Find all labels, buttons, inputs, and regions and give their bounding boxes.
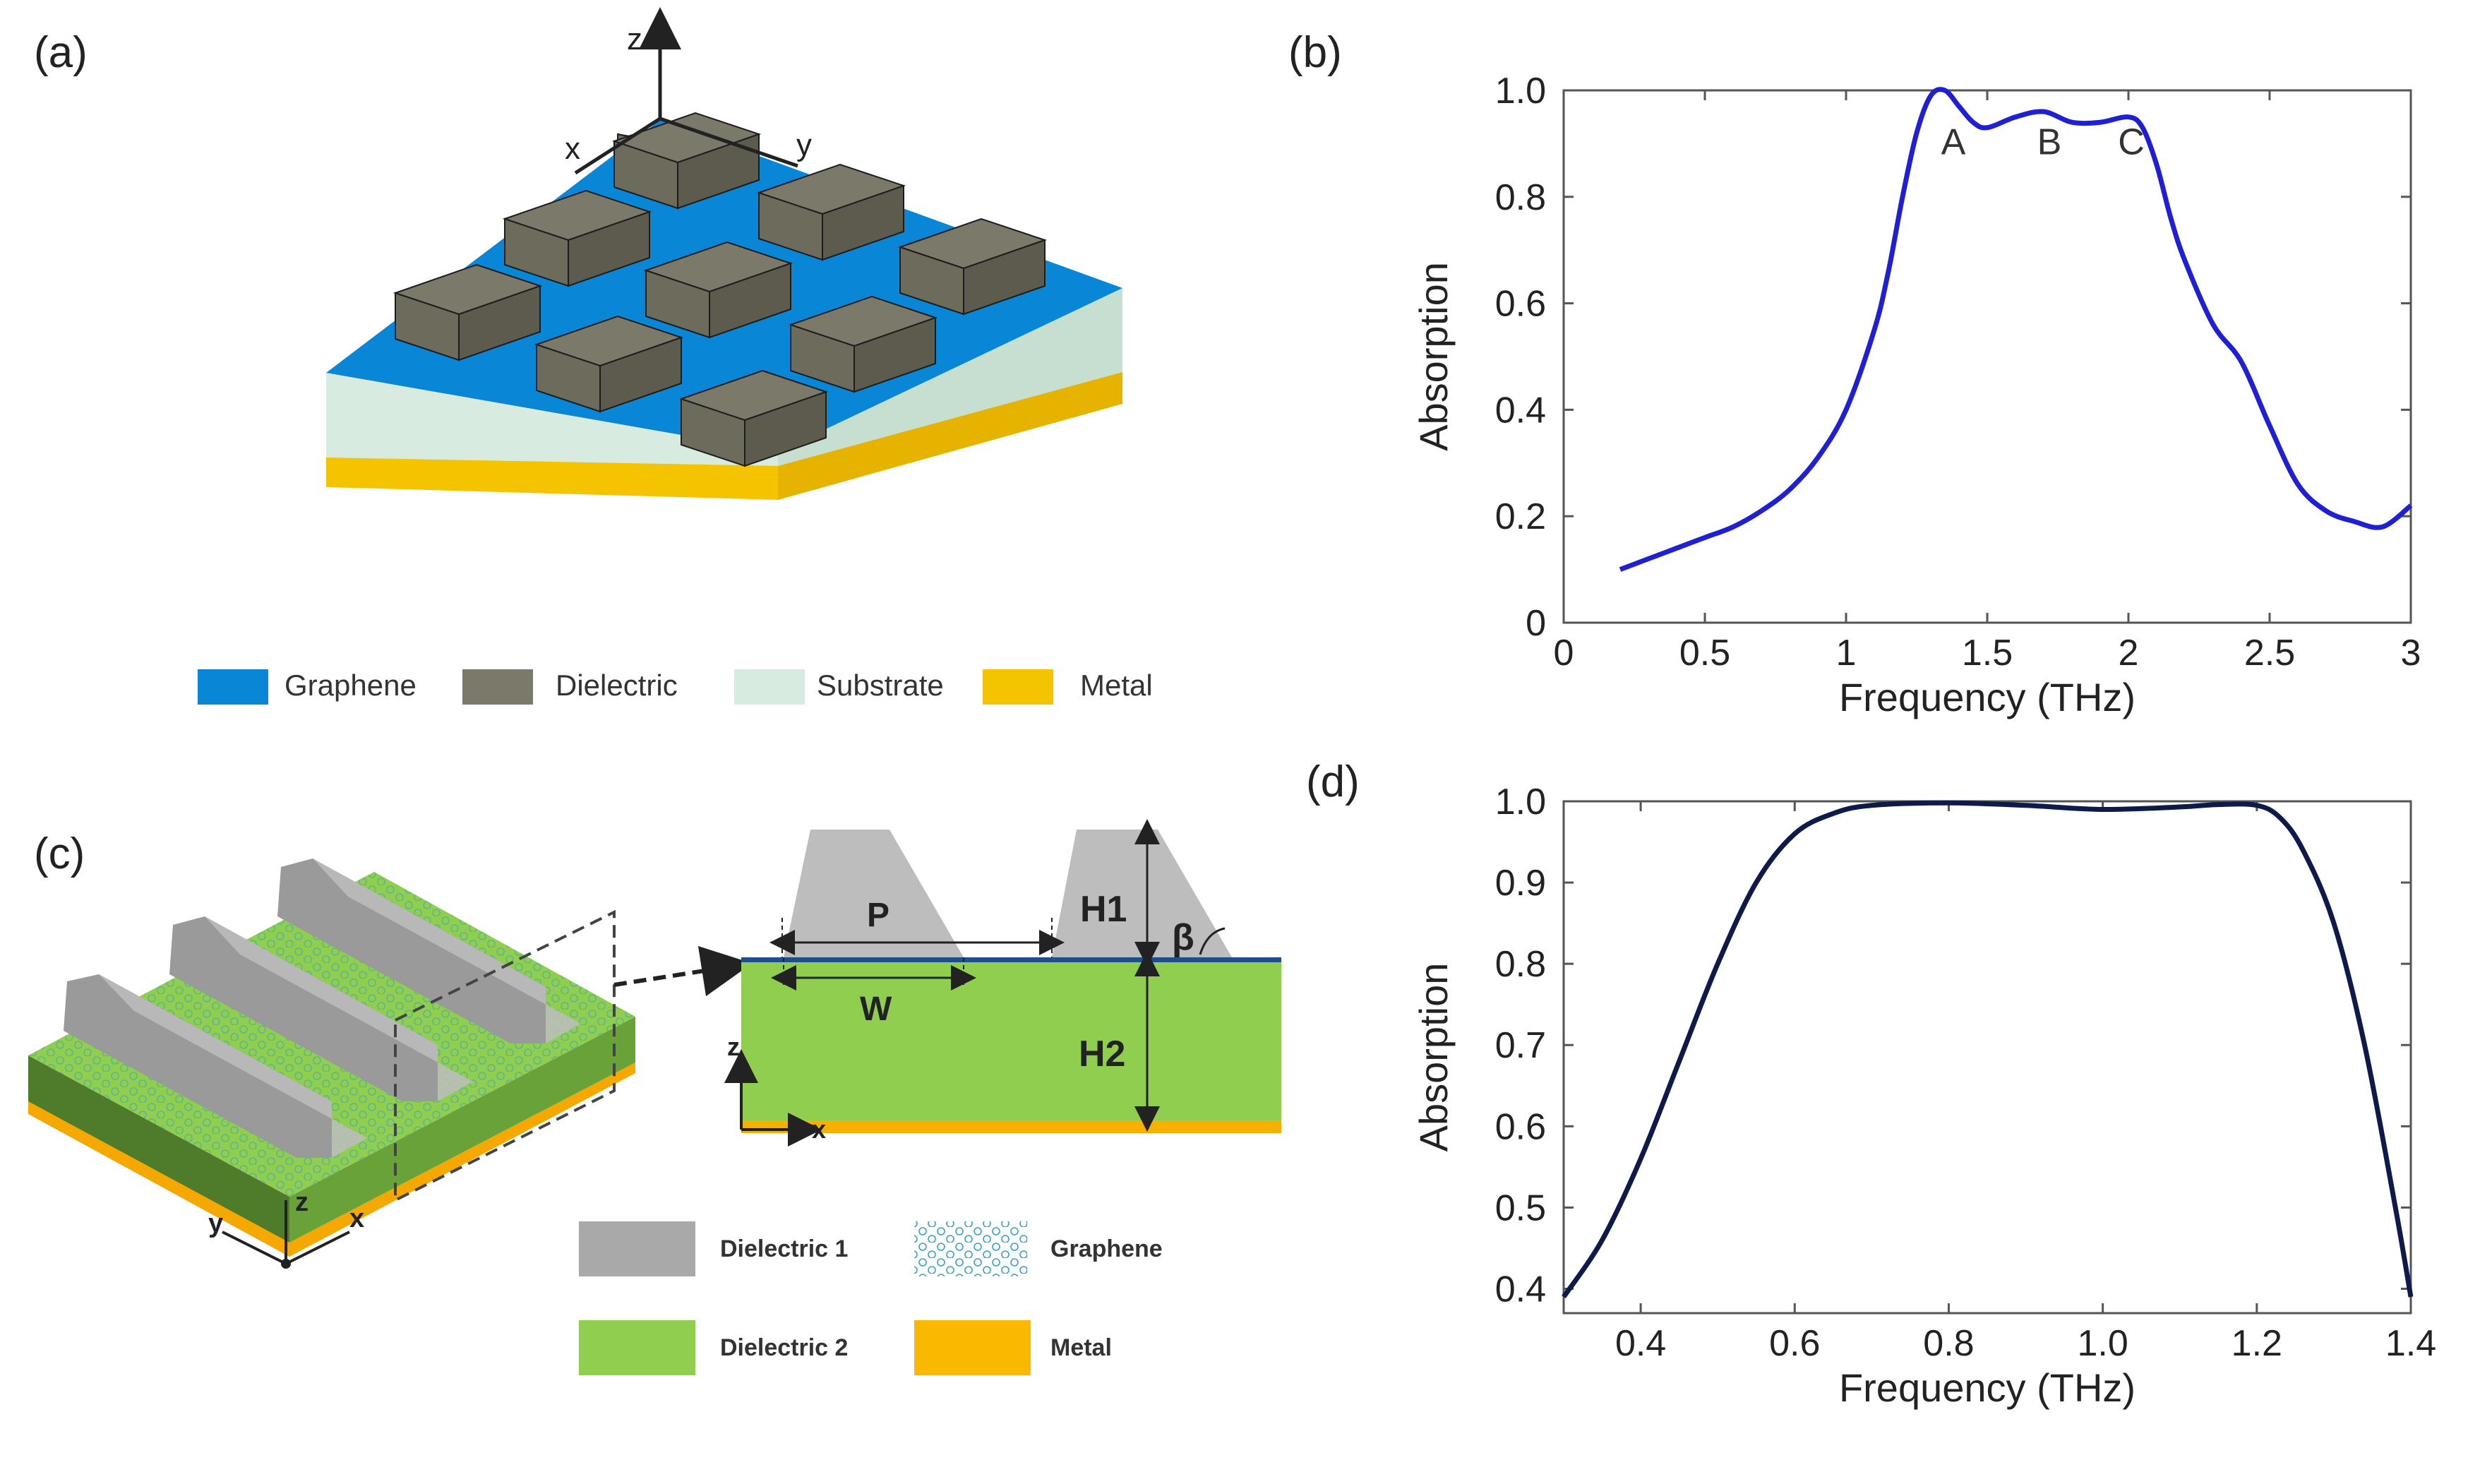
dielectric-block-top <box>678 369 829 421</box>
y-tick-label-b: 0.8 <box>1495 177 1546 218</box>
series-line-d-0 <box>1562 800 2414 1298</box>
legend-c-swatch-metal <box>914 1320 1031 1375</box>
x-axis-label-b: Frequency (THz) <box>1839 675 2135 719</box>
legend-c-dielectric2-label: Dielectric 2 <box>720 1334 848 1361</box>
y-tick-label-b: 0.2 <box>1495 496 1546 537</box>
legend-c: Dielectric 1 Graphene Dielectric 2 Metal <box>579 1221 1163 1375</box>
legend-a-metal-label: Metal <box>1080 669 1153 702</box>
peak-label-C: C <box>2118 121 2145 162</box>
legend-a-dielectric-label: Dielectric <box>556 669 678 702</box>
axis-x-label-c: x <box>349 1204 364 1233</box>
dielectric1-ridges <box>64 858 581 1158</box>
cross-section: P W H1 H2 β z x <box>724 819 1281 1147</box>
dim-H1-label: H1 <box>1080 889 1127 930</box>
x-tick-label-d: 0.6 <box>1769 1323 1820 1364</box>
x-tick-label-b: 2.5 <box>2244 633 2295 674</box>
y-tick-label-d: 0.6 <box>1495 1106 1546 1147</box>
dielectric-block-top <box>393 263 543 316</box>
y-tick-label-b: 0.6 <box>1495 284 1546 325</box>
legend-c-graphene-label: Graphene <box>1050 1235 1163 1262</box>
dielectric2-front <box>28 1055 289 1243</box>
panel-c: (c) z y x <box>28 819 1281 1375</box>
y-tick-label-d: 0.9 <box>1495 863 1546 904</box>
axis-y-label-a: y <box>796 128 812 162</box>
chart-b: 0 0.5 1 1.5 2 2.5 3 0 0.2 0.4 0.6 0.8 1.0 Frequency (… <box>1411 71 2421 719</box>
axis-z-label-c: z <box>295 1187 308 1217</box>
axis-x-label-a: x <box>565 131 580 166</box>
dim-H2-label: H2 <box>1079 1034 1125 1075</box>
dielectric2-side <box>289 1017 635 1243</box>
legend-c-swatch-dielectric2 <box>579 1320 695 1375</box>
panel-a-label: (a) <box>34 28 88 77</box>
panel-a-drawing: z x y Graphene Dielectric Substrate Meta… <box>198 7 1153 705</box>
y-tick-label-d: 0.5 <box>1495 1187 1546 1228</box>
panel-c-label: (c) <box>34 830 85 878</box>
dielectric-block-top <box>756 163 906 215</box>
legend-a-swatch-dielectric <box>462 669 533 705</box>
x-tick-label-b: 2 <box>2119 633 2139 674</box>
x-axis-label-d: Frequency (THz) <box>1839 1365 2135 1410</box>
peak-label-A: A <box>1941 121 1966 162</box>
dielectric-block-top <box>897 217 1048 270</box>
legend-c-graphene-icon <box>914 1221 1027 1276</box>
y-axis-label-b: Absorption <box>1411 262 1456 451</box>
legend-c-swatch-dielectric1 <box>579 1221 695 1276</box>
legend-c-metal-label: Metal <box>1050 1334 1112 1361</box>
x-tick-label-b: 0 <box>1554 633 1574 674</box>
dielectric-block-group <box>393 112 1048 467</box>
cross-section-graphene <box>741 957 1281 962</box>
x-tick-label-d: 1.4 <box>2385 1323 2436 1364</box>
legend-a-substrate-label: Substrate <box>817 669 944 702</box>
trapezoid-2 <box>1052 830 1232 957</box>
axis-z-label-a: z <box>627 22 642 56</box>
y-tick-label-b: 0 <box>1526 603 1546 644</box>
x-tick-label-d: 0.8 <box>1923 1323 1974 1364</box>
dim-beta-label: β <box>1172 917 1194 958</box>
y-tick-label-d: 0.8 <box>1495 944 1546 985</box>
dielectric-block-top <box>502 189 652 241</box>
legend-a: Graphene Dielectric Substrate Metal <box>198 669 1153 705</box>
y-tick-label-b: 1.0 <box>1495 71 1546 112</box>
y-tick-label-b: 0.4 <box>1495 390 1546 431</box>
axis-y-label-c: y <box>208 1209 223 1238</box>
x-tick-label-d: 1.0 <box>2077 1323 2128 1364</box>
panel-d-label: (d) <box>1306 758 1360 806</box>
dielectric-block-top <box>788 295 938 347</box>
x-tick-label-b: 0.5 <box>1679 633 1730 674</box>
legend-a-swatch-graphene <box>198 669 268 705</box>
cs-axis-z: z <box>727 1032 740 1061</box>
legend-c-dielectric1-label: Dielectric 1 <box>720 1235 848 1262</box>
panel-b-label: (b) <box>1288 28 1342 77</box>
dim-W-label: W <box>860 991 892 1028</box>
x-tick-label-d: 1.2 <box>2232 1323 2282 1364</box>
dielectric-block-top <box>534 315 684 367</box>
series-line-b-0 <box>1619 87 2413 572</box>
trapezoid-1 <box>784 830 964 957</box>
cross-section-dielectric2 <box>741 962 1281 1120</box>
peak-label-B: B <box>2037 121 2062 162</box>
plot-frame-d <box>1562 800 2412 1315</box>
legend-a-swatch-substrate <box>734 669 805 705</box>
cs-axis-x: x <box>812 1115 826 1144</box>
x-tick-label-b: 3 <box>2401 633 2421 674</box>
cross-section-box <box>394 909 616 1203</box>
y-axis-label-d: Absorption <box>1411 963 1456 1152</box>
chart-d: 0.4 0.6 0.8 1.0 1.2 1.40.40.50.60.70.80.91.0F… <box>1411 782 2436 1410</box>
y-tick-label-d: 0.4 <box>1495 1269 1546 1310</box>
dim-P-label: P <box>867 897 889 934</box>
legend-a-swatch-metal <box>983 669 1053 705</box>
x-tick-label-b: 1 <box>1836 633 1857 674</box>
legend-a-graphene-label: Graphene <box>284 669 417 702</box>
y-tick-label-d: 1.0 <box>1495 782 1546 822</box>
y-tick-label-d: 0.7 <box>1495 1025 1546 1066</box>
x-tick-label-b: 1.5 <box>1962 633 2013 674</box>
x-tick-label-d: 0.4 <box>1615 1323 1666 1364</box>
dielectric-block-top <box>643 241 793 293</box>
